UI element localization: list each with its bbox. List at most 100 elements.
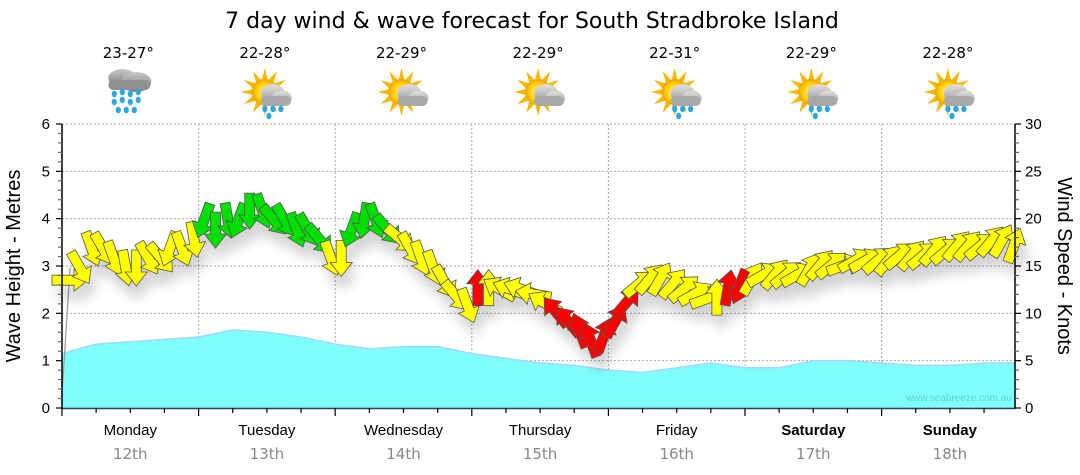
date-label: 12th: [113, 445, 147, 463]
rain-drop: [266, 112, 272, 120]
sun-ray: [662, 71, 672, 84]
temperature-range: 22-29°: [786, 44, 837, 62]
sun-ray: [535, 68, 542, 80]
sun-ray: [244, 95, 257, 104]
temperature-range: 22-28°: [922, 44, 973, 62]
sun-ray: [808, 68, 815, 80]
sun-cloud-rain-icon: [923, 68, 975, 120]
y2-tick-label: 0: [1025, 400, 1033, 417]
wind-arrow-shape: [225, 201, 250, 239]
rain-drop: [812, 112, 818, 120]
sun-cloud-icon: [377, 68, 429, 116]
sun-ray: [252, 71, 262, 84]
cloud-shape: [943, 96, 974, 106]
rain-drop: [824, 105, 830, 113]
sun-ray: [244, 80, 257, 89]
rain-drop: [961, 105, 967, 113]
sun-ray: [404, 71, 414, 84]
y-tick-label: 2: [42, 305, 50, 322]
rain-drop: [945, 105, 951, 113]
temperature-range: 23-27°: [103, 44, 154, 62]
wind-arrow: [124, 249, 149, 287]
wind-arrow-shape: [183, 220, 207, 258]
y2-axis-title: Wind Speed - Knots: [1053, 177, 1075, 355]
sun-ray: [517, 80, 530, 89]
rain-drop: [816, 105, 822, 113]
rain-drop: [111, 90, 117, 98]
chart-title: 7 day wind & wave forecast for South Str…: [225, 9, 839, 34]
day-label-thursday: Thursday: [509, 422, 572, 439]
temperature-range: 22-28°: [239, 44, 290, 62]
wind-arrow: [203, 211, 228, 249]
sun-ray: [398, 104, 405, 116]
wind-arrow-shape: [329, 240, 354, 278]
sun-ray: [517, 95, 530, 104]
sun-ray: [935, 100, 945, 113]
temperature-range: 22-29°: [513, 44, 564, 62]
y-tick-label: 4: [42, 211, 50, 228]
rain-cloud-icon: [108, 69, 152, 114]
rain-drop: [127, 98, 133, 106]
wave-height-area: [61, 329, 1016, 409]
sun-ray: [923, 89, 936, 95]
axes: 0 1 2 3 4 5 6 0 5 10 15 20 25 30 Monday 12th Tuesday 13th…: [42, 116, 1042, 463]
cloud-shape: [807, 96, 838, 106]
y2-tick-label: 20: [1025, 211, 1042, 228]
date-label: 13th: [250, 445, 284, 463]
wind-arrow: [183, 220, 207, 258]
day-label-friday: Friday: [656, 422, 698, 439]
y-tick-label: 6: [42, 116, 50, 133]
date-label: 16th: [659, 445, 693, 463]
sun-ray: [261, 68, 268, 80]
y2-tick-label: 25: [1025, 163, 1042, 180]
cloud-shape: [670, 96, 701, 106]
rain-drop: [262, 105, 268, 113]
y-tick-label: 5: [42, 163, 50, 180]
y2-tick-label: 10: [1025, 305, 1042, 322]
sun-ray: [653, 80, 666, 89]
y-tick-label: 1: [42, 353, 50, 370]
sun-ray: [650, 89, 663, 95]
day-label-monday: Monday: [104, 422, 158, 439]
wind-arrow-shape: [66, 249, 92, 284]
sun-cloud-icon: [514, 68, 566, 116]
cloud-shape: [108, 80, 151, 90]
sun-ray: [380, 80, 393, 89]
rain-drop: [808, 105, 814, 113]
rain-drop: [688, 105, 694, 113]
rain-drop: [123, 106, 129, 114]
rain-drop: [953, 105, 959, 113]
wind-arrow-shape: [339, 210, 363, 248]
rain-drop: [119, 88, 125, 96]
connector-line: [61, 267, 71, 396]
cloud-shape: [260, 96, 291, 106]
wind-arrow: [66, 249, 92, 284]
wind-arrow-shape: [124, 249, 149, 287]
y2-tick-label: 5: [1025, 353, 1033, 370]
y-axis-title: Wave Height - Metres: [3, 170, 25, 363]
rain-drop: [111, 98, 117, 106]
sun-ray: [790, 95, 803, 104]
rain-drop: [676, 112, 682, 120]
wind-arrows: [51, 191, 1027, 359]
rain-drop: [131, 106, 137, 114]
y-tick-label: 3: [42, 258, 50, 275]
sun-ray: [526, 71, 535, 84]
rain-drop: [278, 105, 284, 113]
rain-drop: [949, 112, 955, 120]
sun-ray: [787, 89, 800, 95]
wind-arrow-shape: [456, 286, 480, 324]
date-label: 17th: [796, 445, 830, 463]
sun-ray: [814, 71, 824, 84]
y2-tick-label: 15: [1025, 258, 1042, 275]
day-label-saturday: Saturday: [781, 422, 846, 439]
rain-drop: [672, 105, 678, 113]
sun-ray: [951, 71, 960, 84]
day-label-sunday: Sunday: [923, 422, 978, 439]
wind-arrow: [329, 240, 354, 278]
sun-ray: [240, 89, 253, 95]
rain-drop: [135, 88, 141, 96]
wind-arrow: [339, 210, 363, 248]
sun-ray: [389, 71, 399, 84]
